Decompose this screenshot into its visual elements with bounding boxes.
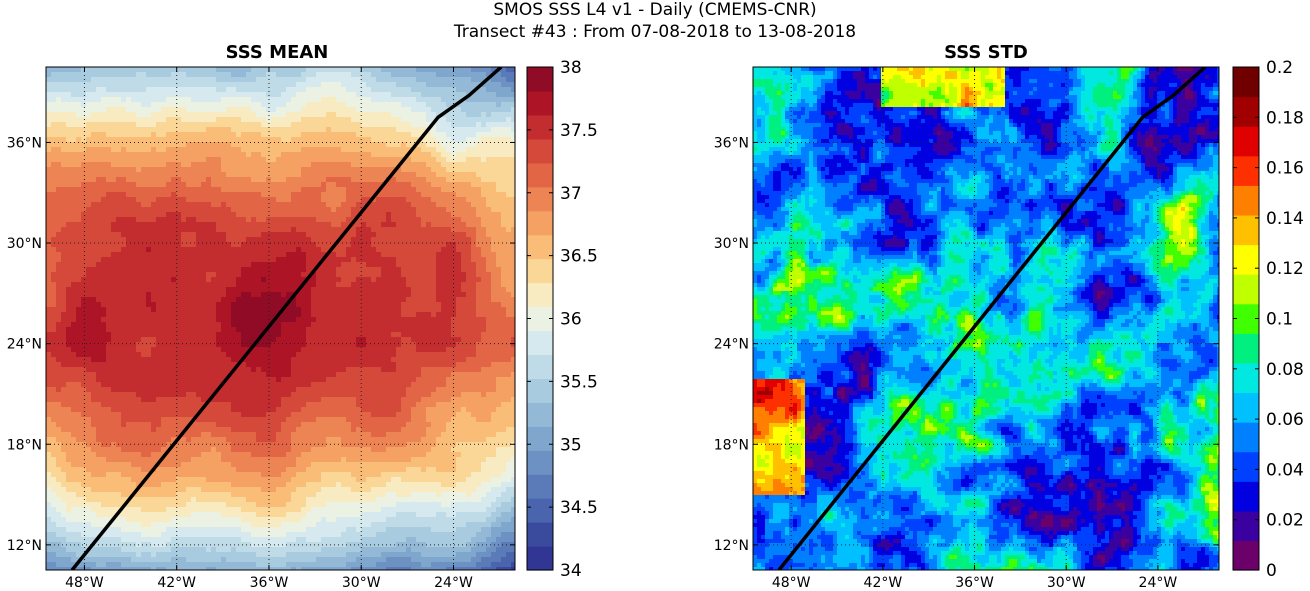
lat-tick-label: 18°N xyxy=(714,437,749,453)
lat-tick-label: 36°N xyxy=(714,135,749,151)
lon-tick-label: 30°W xyxy=(1047,575,1086,591)
colorbar-tick-label: 35 xyxy=(560,435,582,455)
colorbar-segment xyxy=(527,258,553,284)
colorbar-segment xyxy=(1233,540,1259,571)
figure-title-line1: SMOS SSS L4 v1 - Daily (CMEMS-CNR) xyxy=(0,0,1310,20)
lat-tick-label: 18°N xyxy=(7,437,42,453)
colorbar-segment xyxy=(527,354,553,379)
colorbar-tick-label: 0.08 xyxy=(1266,360,1304,380)
transect-line xyxy=(777,67,1207,570)
colorbar-segment xyxy=(1233,155,1259,186)
lon-tick-label: 24°W xyxy=(434,575,473,591)
colorbar-segment xyxy=(527,546,553,571)
colorbar-segment xyxy=(1233,362,1259,394)
lat-tick-label: 36°N xyxy=(7,135,42,151)
lon-tick-label: 42°W xyxy=(157,575,196,591)
colorbar-segment xyxy=(527,210,553,236)
colorbar-segment xyxy=(527,330,553,356)
field-image xyxy=(46,67,515,570)
colorbar-segment xyxy=(527,498,553,523)
colorbar-segment xyxy=(1233,451,1259,482)
colorbar-tick-label: 0.18 xyxy=(1266,108,1304,128)
colorbar-segment xyxy=(527,474,553,499)
colorbar-tick-label: 0.2 xyxy=(1266,58,1293,78)
colorbar-tick-label: 38 xyxy=(560,58,582,78)
colorbar-segment xyxy=(527,306,553,332)
lon-tick-label: 36°W xyxy=(955,575,994,591)
colorbar-tick-label: 0 xyxy=(1266,561,1277,581)
colorbar-segment xyxy=(1233,392,1259,423)
colorbar-tick-label: 34.5 xyxy=(560,498,598,518)
lat-tick-label: 24°N xyxy=(714,337,749,353)
lon-tick-label: 36°W xyxy=(250,575,289,591)
colorbar-segment xyxy=(1233,96,1259,127)
colorbar-segment xyxy=(527,67,553,92)
colorbar-segment xyxy=(527,114,553,140)
colorbar-tick-label: 0.02 xyxy=(1266,511,1304,531)
map-frame xyxy=(752,66,1220,571)
colorbar-segment xyxy=(527,450,553,475)
panel-title: SSS STD xyxy=(944,42,1028,63)
colorbar-segment xyxy=(527,90,553,116)
lat-tick-label: 30°N xyxy=(7,236,42,252)
colorbar-segment xyxy=(527,378,553,403)
colorbar-tick-label: 0.14 xyxy=(1266,209,1304,229)
figure-title-line2: Transect #43 : From 07-08-2018 to 13-08-… xyxy=(0,22,1310,42)
colorbar-tick-label: 0.04 xyxy=(1266,460,1304,480)
lon-tick-label: 48°W xyxy=(65,575,104,591)
colorbar-segment xyxy=(1233,510,1259,542)
colorbar-segment xyxy=(1233,67,1259,98)
colorbar-segment xyxy=(1233,126,1259,157)
field-image xyxy=(753,67,1219,570)
colorbar-tick-label: 36.5 xyxy=(560,247,598,267)
colorbar-segment xyxy=(1233,303,1259,334)
colorbar: 34 34.5 35 35.5 36 36.5 37 37.5 38 xyxy=(526,58,598,581)
colorbar-segment xyxy=(527,426,553,451)
panel-title: SSS MEAN xyxy=(226,42,329,63)
colorbar-segment xyxy=(527,522,553,547)
map-frame xyxy=(45,66,516,571)
lat-tick-label: 24°N xyxy=(7,337,42,353)
colorbar-tick-label: 36 xyxy=(560,310,582,330)
lon-tick-label: 30°W xyxy=(342,575,381,591)
colorbar-segment xyxy=(527,402,553,427)
colorbar-segment xyxy=(1233,214,1259,246)
colorbar-segment xyxy=(1233,244,1259,275)
colorbar-tick-label: 37.5 xyxy=(560,121,598,141)
colorbar-segment xyxy=(1233,333,1259,364)
colorbar-tick-label: 0.06 xyxy=(1266,410,1304,430)
colorbar-segment xyxy=(1233,274,1259,305)
colorbar-tick-label: 34 xyxy=(560,561,582,581)
colorbar-segment xyxy=(1233,185,1259,216)
panel-std: SSS STD 48°W 42°W 36°W 30°W 24°W 12°N 18°N 24°N 3… xyxy=(714,42,1304,591)
lat-tick-label: 12°N xyxy=(7,538,42,554)
colorbar-segment xyxy=(527,186,553,212)
colorbar-segment xyxy=(527,282,553,308)
colorbar-tick-label: 0.12 xyxy=(1266,259,1304,279)
transect-line xyxy=(70,67,503,570)
lon-tick-label: 24°W xyxy=(1139,575,1178,591)
colorbar-tick-label: 0.16 xyxy=(1266,159,1304,179)
lon-tick-label: 48°W xyxy=(772,575,811,591)
lon-tick-label: 42°W xyxy=(864,575,903,591)
colorbar-segment xyxy=(527,138,553,164)
colorbar-segment xyxy=(527,234,553,260)
colorbar-segment xyxy=(527,162,553,188)
colorbar: 0 0.02 0.04 0.06 0.08 0.1 0.12 0.14 0.16 0.18 0.2 xyxy=(1232,58,1304,581)
colorbar-segment xyxy=(1233,422,1259,453)
panel-mean: SSS MEAN 48°W 42°W 36°W 30°W 24°W 12°N 18°N 24°N… xyxy=(7,42,598,591)
colorbar-segment xyxy=(1233,481,1259,512)
colorbar-tick-label: 0.1 xyxy=(1266,310,1293,330)
colorbar-tick-label: 35.5 xyxy=(560,372,598,392)
lat-tick-label: 12°N xyxy=(714,538,749,554)
graticule xyxy=(753,67,1219,570)
lat-tick-label: 30°N xyxy=(714,236,749,252)
colorbar-tick-label: 37 xyxy=(560,184,582,204)
